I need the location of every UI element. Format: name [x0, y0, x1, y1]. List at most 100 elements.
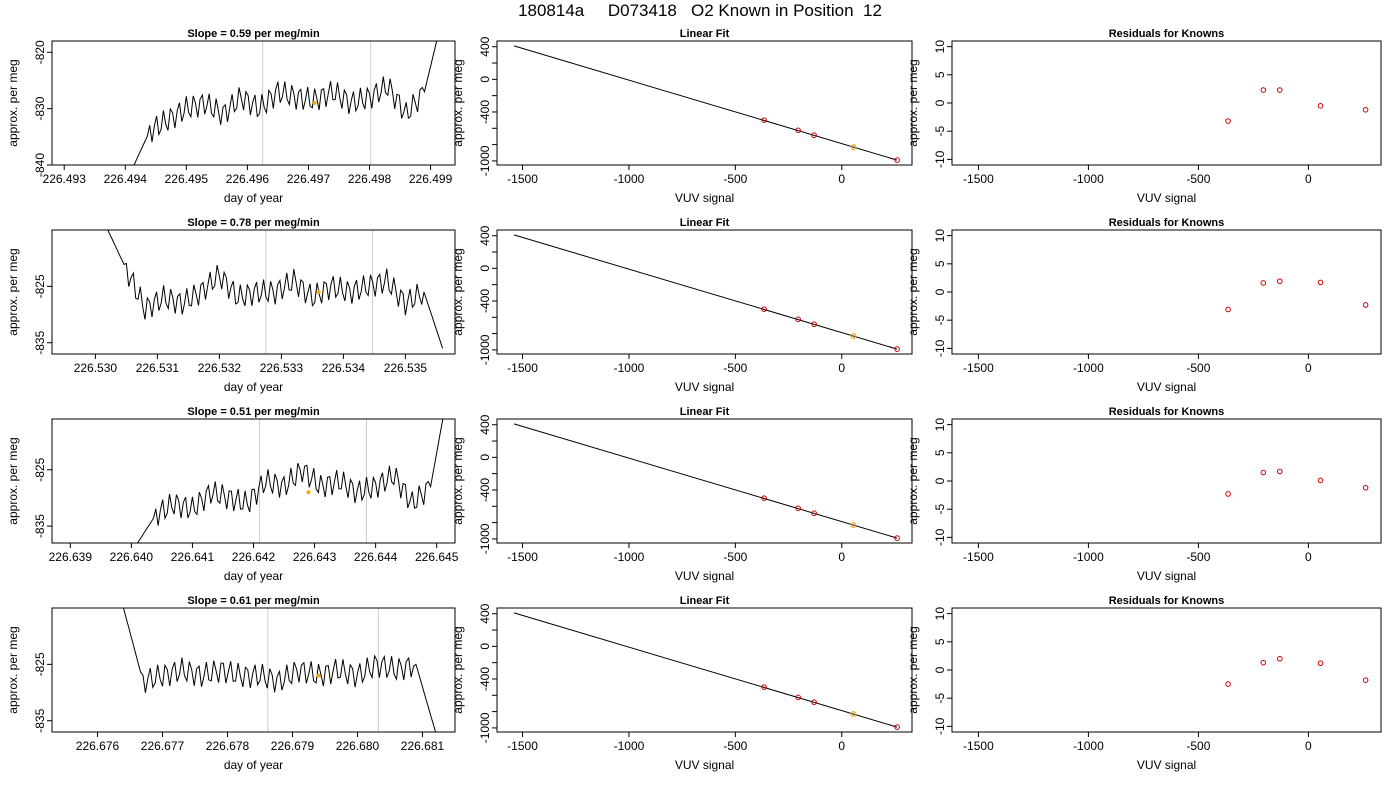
- plot-area: [1225, 468, 1369, 497]
- average-marker: [306, 490, 311, 495]
- x-tick-label: 0: [1305, 361, 1312, 375]
- x-tick-label: -500: [1186, 172, 1210, 186]
- x-tick-label: -1000: [614, 172, 645, 186]
- fit-line: [513, 423, 898, 539]
- y-tick-label: -835: [33, 330, 47, 354]
- plot-frame: [496, 229, 913, 355]
- residual-point: [1260, 659, 1267, 666]
- y-tick-label: -825: [33, 457, 47, 481]
- x-tick-label: 0: [1305, 739, 1312, 753]
- fit-line: [513, 612, 898, 728]
- x-tick-label: -1500: [963, 361, 994, 375]
- y-tick-label: -400: [478, 667, 492, 691]
- residual-point: [1260, 280, 1267, 286]
- fit-line: [513, 234, 898, 350]
- trace-line: [133, 41, 438, 165]
- standard-point: [795, 694, 801, 701]
- plot-area: [123, 608, 436, 732]
- x-tick-label: 226.681: [401, 739, 445, 753]
- x-axis-label: VUV signal: [675, 191, 734, 205]
- residual-point: [1225, 681, 1231, 687]
- plot-area: [1225, 655, 1369, 687]
- x-axis-label: day of year: [224, 758, 283, 772]
- panel-title: Slope = 0.61 per meg/min: [187, 595, 320, 607]
- y-tick-label: 400: [478, 603, 492, 623]
- y-tick-label: -835: [33, 708, 47, 732]
- x-tick-label: 226.535: [384, 361, 428, 375]
- x-tick-label: 226.639: [49, 550, 93, 564]
- y-tick-label: 10: [933, 40, 947, 54]
- plot-frame: [951, 418, 1382, 544]
- y-axis-label: approx. per meg: [906, 248, 920, 335]
- panel-title: Slope = 0.51 per meg/min: [187, 406, 320, 418]
- fit-line: [513, 45, 898, 161]
- x-tick-label: 226.531: [136, 361, 180, 375]
- plot-frame: [496, 418, 913, 544]
- x-tick-label: -1500: [507, 361, 538, 375]
- plot-frame: [51, 229, 456, 355]
- x-tick-label: 0: [838, 739, 845, 753]
- x-tick-label: -1500: [507, 739, 538, 753]
- plot-area: [137, 419, 444, 543]
- panel-title: Linear Fit: [680, 28, 730, 40]
- x-tick-label: 226.534: [322, 361, 366, 375]
- y-tick-label: 0: [478, 265, 492, 272]
- plot-frame: [951, 607, 1382, 733]
- plot-area: [513, 45, 900, 163]
- panel-title: Residuals for Knowns: [1109, 595, 1225, 607]
- panel-fit-row-4: Linear Fit -1500 -1000 -500 0 -1000 -400 0 400 VU…: [451, 595, 913, 772]
- x-tick-label: 226.494: [104, 172, 148, 186]
- standard-point: [761, 117, 767, 123]
- panel-title: Linear Fit: [680, 217, 730, 229]
- standard-point: [761, 495, 767, 501]
- standard-point: [761, 306, 767, 312]
- plot-frame: [496, 607, 913, 733]
- y-tick-label: 10: [933, 607, 947, 621]
- x-tick-label: 226.495: [165, 172, 209, 186]
- plot-frame: [496, 40, 913, 166]
- plot-area: [513, 234, 900, 352]
- y-tick-label: 0: [933, 666, 947, 673]
- x-tick-label: 226.497: [287, 172, 331, 186]
- x-tick-label: -1500: [507, 550, 538, 564]
- y-tick-label: -825: [33, 652, 47, 676]
- x-tick-label: -1500: [507, 172, 538, 186]
- y-tick-label: -10: [933, 528, 947, 546]
- y-tick-label: -5: [933, 504, 947, 515]
- x-axis-label: VUV signal: [675, 380, 734, 394]
- x-tick-label: 0: [838, 172, 845, 186]
- y-tick-label: 10: [933, 229, 947, 243]
- y-tick-label: -1000: [478, 523, 492, 554]
- y-tick-label: -5: [933, 315, 947, 326]
- plot-frame: [51, 40, 456, 166]
- y-axis-label: approx. per meg: [6, 59, 20, 146]
- x-tick-label: 226.644: [354, 550, 398, 564]
- x-tick-label: -500: [723, 361, 747, 375]
- x-tick-label: 226.533: [260, 361, 304, 375]
- x-axis-label: VUV signal: [1137, 380, 1196, 394]
- y-tick-label: -1000: [478, 334, 492, 365]
- y-tick-label: 0: [478, 454, 492, 461]
- x-tick-label: 226.530: [74, 361, 118, 375]
- panel-title: Linear Fit: [680, 595, 730, 607]
- y-tick-label: 10: [933, 418, 947, 432]
- y-tick-label: 400: [478, 414, 492, 434]
- standard-point: [811, 699, 817, 706]
- plot-frame: [951, 40, 1382, 166]
- trace-line: [123, 608, 436, 732]
- panel-residuals-row-2: Residuals for Knowns -1500 -1000 -500 0 -10 -5…: [906, 217, 1382, 394]
- y-tick-label: 5: [933, 71, 947, 78]
- x-tick-label: -500: [1186, 550, 1210, 564]
- plot-area: [1225, 87, 1369, 124]
- standard-point: [894, 724, 900, 730]
- y-tick-label: -400: [478, 289, 492, 313]
- y-tick-label: 0: [933, 477, 947, 484]
- plot-area: [513, 612, 900, 730]
- panel-trace-row-1: Slope = 0.59 per meg/min 226.493 226.494 22…: [6, 28, 456, 205]
- y-tick-label: -1000: [478, 712, 492, 743]
- y-tick-label: -10: [933, 339, 947, 357]
- trace-line: [137, 419, 444, 543]
- trace-line: [107, 230, 444, 349]
- panel-title: Slope = 0.78 per meg/min: [187, 217, 320, 229]
- y-tick-label: -5: [933, 693, 947, 704]
